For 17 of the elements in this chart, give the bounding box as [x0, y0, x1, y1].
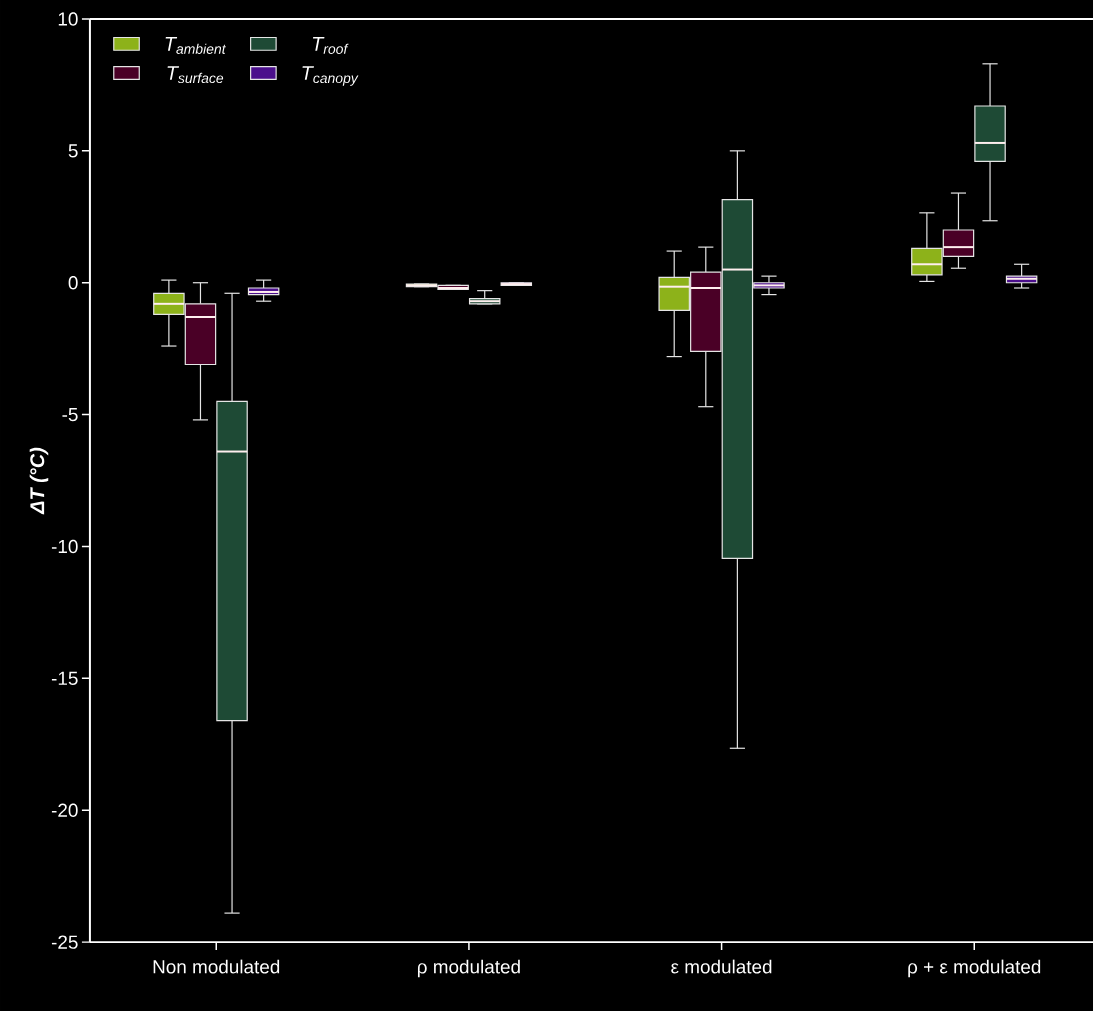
y-tick-label: -10 [51, 539, 78, 554]
y-tick-label: 5 [68, 144, 78, 158]
y-tick-label: 0 [68, 276, 78, 290]
x-tick-label: ρ modulated [417, 959, 520, 978]
y-tick-label: -5 [62, 407, 78, 422]
legend-label: T$_{roof}$ [312, 36, 349, 54]
y-tick-label: -25 [51, 935, 78, 949]
legend-label: T$_{ambient}$ [165, 36, 227, 54]
y-tick-label: -15 [51, 671, 78, 685]
x-tick-label: Non modulated [153, 959, 280, 974]
x-tick-label: ρ + ε modulated [908, 959, 1041, 978]
y-axis-title: ΔT (°C) [29, 447, 49, 515]
legend-label: T$_{canopy}$ [302, 66, 359, 86]
y-tick-label: -20 [51, 803, 78, 817]
y-tick-label: 10 [58, 12, 78, 26]
legend-label: T$_{surface}$ [167, 66, 224, 84]
x-tick-label: ε modulated [671, 959, 772, 974]
